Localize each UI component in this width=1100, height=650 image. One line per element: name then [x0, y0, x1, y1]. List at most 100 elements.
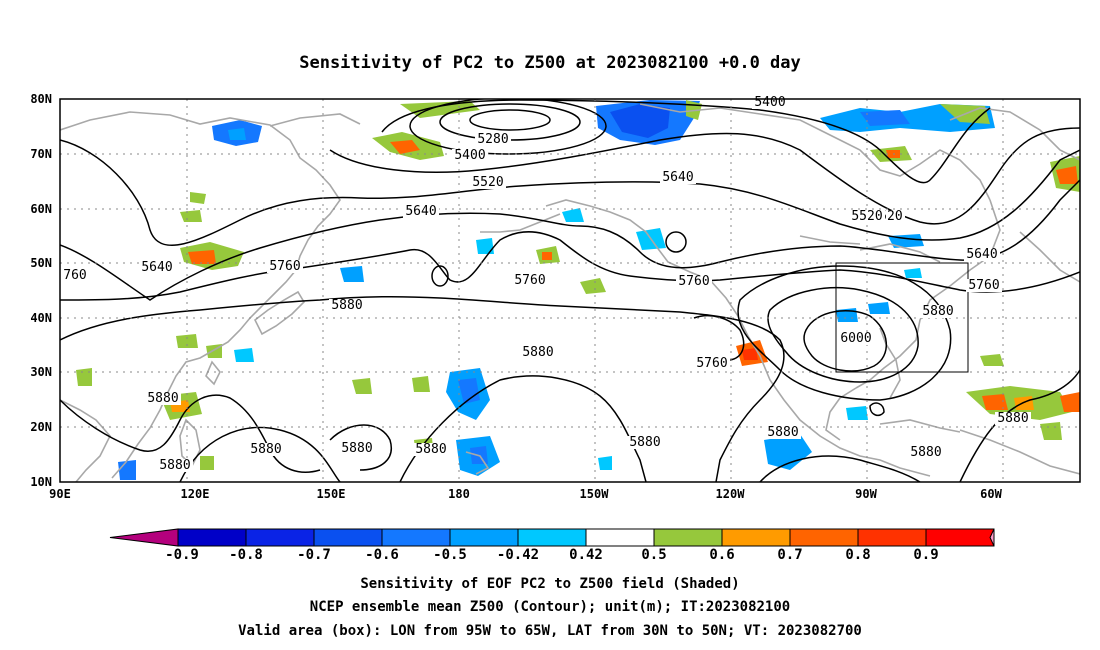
lat-label: 70N	[30, 147, 52, 161]
contour-5220	[469, 109, 551, 131]
colorbar: -0.9 -0.8 -0.7 -0.6 -0.5 -0.42 0.42 0.5 0.6 0.7 0.…	[109, 528, 995, 563]
contour-label-bg	[694, 357, 730, 370]
coastline-taiwan	[205, 360, 221, 386]
contour-tiny	[869, 402, 885, 417]
contour-label: 5880	[522, 345, 553, 360]
colorbar-swatch	[721, 528, 791, 547]
shade-blob	[860, 110, 910, 126]
contour-label-bg	[676, 275, 712, 288]
contour-label: 5640	[966, 247, 997, 262]
shade-blob	[904, 268, 922, 278]
colorbar-over-triangle	[989, 528, 995, 547]
colorbar-label: -0.5	[433, 547, 467, 563]
lat-label: 60N	[30, 202, 52, 216]
contour-label: 5400	[754, 95, 785, 110]
map-panel: 5400528054005520564055205640564057605760…	[30, 92, 1081, 501]
shade-blob	[190, 192, 206, 204]
map-frame	[59, 98, 1081, 483]
shade-blob	[610, 104, 670, 138]
colorbar-swatch	[789, 528, 859, 547]
shade-blob	[580, 278, 606, 294]
contour-label-bg	[267, 260, 303, 273]
shade-blob	[412, 376, 430, 392]
contour-label: 5880	[159, 458, 190, 473]
shade-blob	[598, 456, 612, 470]
colorbar-swatch	[585, 528, 655, 547]
shade-blob	[542, 252, 552, 260]
contour-label-bg	[139, 261, 175, 274]
contour-label-bg	[849, 210, 885, 223]
contour-5880-mid	[399, 375, 647, 482]
lon-label: 180	[448, 487, 470, 501]
contour-label: 760	[63, 268, 86, 283]
contour-label-bg	[339, 442, 375, 455]
graticule	[60, 99, 1080, 482]
coastline-china	[111, 305, 263, 479]
coastline-arctic-canada	[639, 103, 991, 201]
coastline-gulf	[825, 387, 857, 441]
shade-blob	[188, 250, 216, 264]
contour-label-bg	[403, 205, 439, 218]
colorbar-label: -0.8	[229, 547, 263, 563]
coastline-caribbean	[879, 419, 961, 433]
shade-blob	[352, 378, 372, 394]
contour-label: 5880	[767, 425, 798, 440]
contour-label-bg	[660, 171, 696, 184]
contour-5940	[767, 287, 919, 383]
colorbar-swatch	[177, 528, 247, 547]
lon-label: 90E	[49, 487, 71, 501]
shade-blob	[1040, 422, 1062, 440]
colorbar-label: 0.8	[845, 547, 870, 563]
contour-5880-north	[60, 295, 785, 482]
coastline-hawaii	[465, 451, 490, 475]
lon-label: 150E	[317, 487, 346, 501]
contour-5880-closed	[329, 424, 393, 471]
contour-6000	[803, 309, 888, 372]
contour-label: 5880	[997, 411, 1028, 426]
shade-blob	[340, 266, 364, 282]
contour-label: 5760	[269, 259, 300, 274]
contour-label-bg	[920, 305, 956, 318]
colorbar-label: 0.6	[709, 547, 734, 563]
contour-label-bg	[61, 269, 89, 282]
contour-label: 5880	[922, 304, 953, 319]
contour-5520-north	[329, 127, 1080, 225]
contour-label-bg	[475, 133, 511, 146]
shade-blob	[982, 394, 1008, 410]
lon-label: 60W	[980, 487, 1002, 501]
coastline-indochina	[60, 399, 111, 482]
contour-label-bg	[995, 412, 1031, 425]
sensitivity-shading	[76, 100, 1080, 480]
contour-label-bg	[838, 332, 874, 345]
lat-label: 30N	[30, 365, 52, 379]
colorbar-swatch	[653, 528, 723, 547]
contour-label: 5880	[331, 298, 362, 313]
shade-blob	[458, 378, 480, 404]
lat-label: 80N	[30, 92, 52, 106]
contour-label-bg	[520, 346, 556, 359]
caption-line-2: NCEP ensemble mean Z500 (Contour); unit(…	[310, 599, 790, 615]
contour-label: 5760	[514, 273, 545, 288]
colorbar-label: -0.9	[165, 547, 199, 563]
contour-5880-high	[737, 265, 952, 401]
coastline-japan	[253, 290, 306, 336]
shade-blob	[980, 354, 1004, 366]
contour-label-bg	[329, 299, 365, 312]
lon-label: 120E	[181, 487, 210, 501]
contour-label-bg	[512, 274, 548, 287]
lat-label: 10N	[30, 475, 52, 489]
contour-5400	[381, 99, 991, 184]
contour-5880-east	[959, 369, 1080, 482]
contour-label: 5760	[968, 278, 999, 293]
shade-blob	[390, 140, 420, 154]
colorbar-label: 0.9	[913, 547, 938, 563]
contour-label-bg	[248, 443, 284, 456]
colorbar-label: 0.7	[777, 547, 802, 563]
lon-label: 120W	[716, 487, 746, 501]
contour-5760-low	[693, 314, 745, 361]
longitude-labels: 90E 120E 150E 180 150W 120W 90W 60W	[49, 487, 1002, 501]
contour-label-bg	[908, 446, 944, 459]
contour-labels: 5400528054005520564055205640564057605760…	[61, 95, 1031, 473]
contour-label: 5640	[405, 204, 436, 219]
contour-5640	[60, 179, 1080, 301]
